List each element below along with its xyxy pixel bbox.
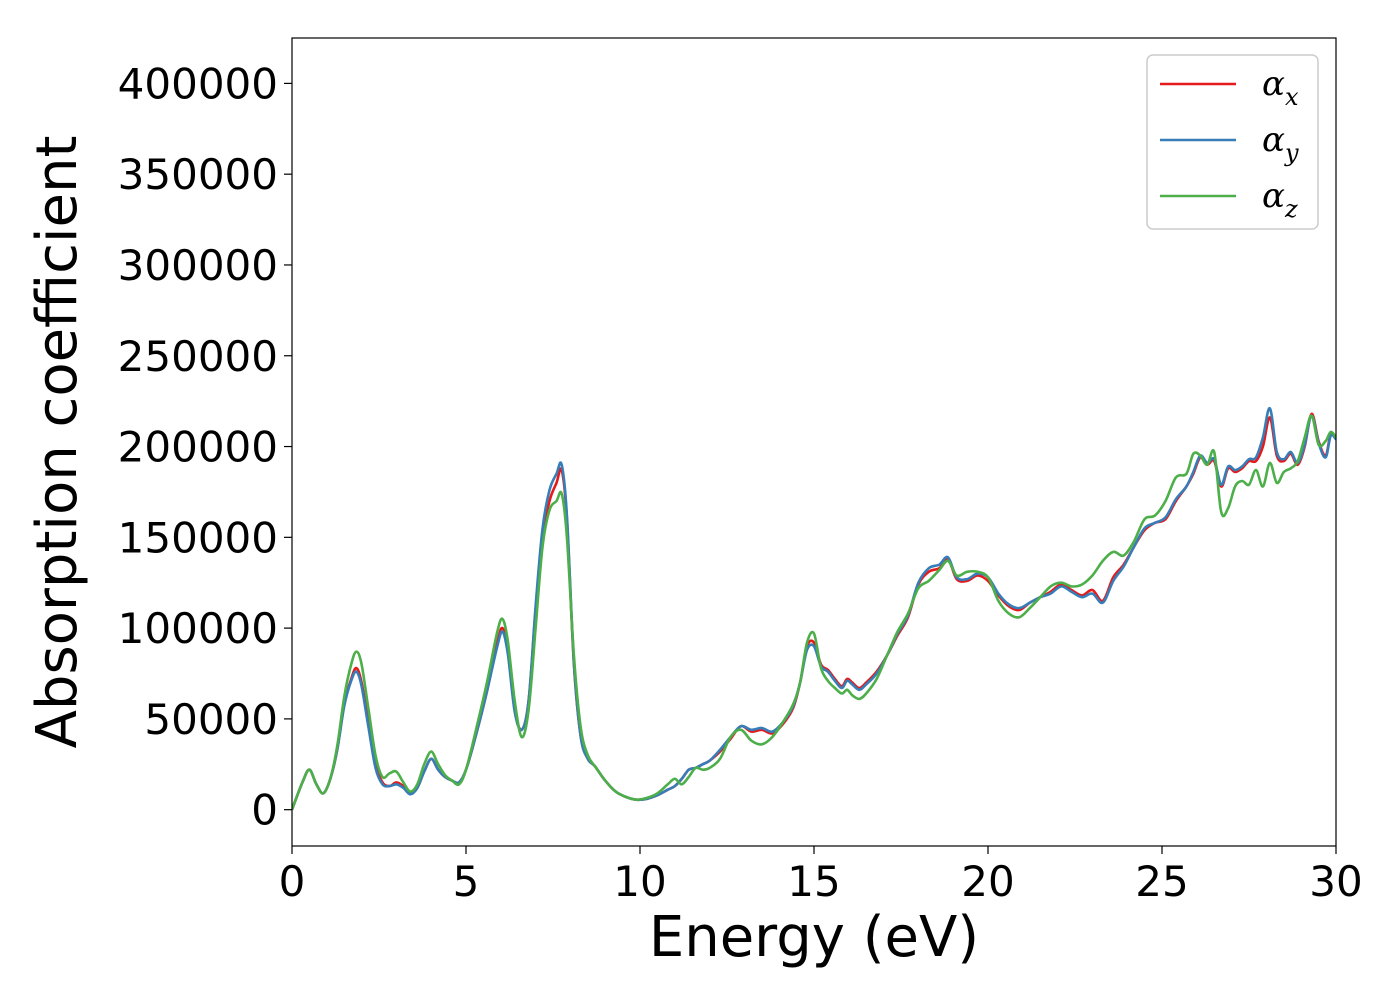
y-tick-label: 100000: [118, 604, 278, 653]
series-layer: [292, 407, 1336, 811]
x-axis-title: Energy (eV): [649, 905, 979, 970]
y-tick-label: 350000: [118, 150, 278, 199]
x-tick-label: 25: [1135, 857, 1188, 906]
x-tick-label: 15: [787, 857, 840, 906]
y-tick-label: 300000: [118, 241, 278, 290]
x-tick-label: 10: [613, 857, 666, 906]
x-axis: 0 5 10 15 20 25 30: [279, 846, 1363, 906]
x-tick-label: 20: [961, 857, 1014, 906]
series-line-alpha-x: [292, 412, 1336, 811]
y-axis-title: Absorption coefficient: [25, 136, 90, 749]
series-line-alpha-z: [292, 414, 1336, 811]
legend: αx αy αz: [1146, 54, 1319, 230]
y-tick-label: 50000: [144, 695, 278, 744]
y-tick-label: 150000: [118, 513, 278, 562]
y-tick-label: 400000: [118, 59, 278, 108]
legend-box: [1146, 54, 1319, 230]
y-axis: 0 50000 100000 150000 200000 250000 300000 3500…: [118, 59, 292, 835]
y-tick-label: 0: [251, 786, 278, 835]
x-tick-label: 0: [279, 857, 306, 906]
x-tick-label: 5: [453, 857, 480, 906]
legend-label-alpha-z: αz: [1262, 176, 1298, 223]
y-tick-label: 250000: [118, 332, 278, 381]
legend-label-alpha-y: αy: [1262, 120, 1299, 167]
y-tick-label: 200000: [118, 423, 278, 472]
x-tick-label: 30: [1309, 857, 1362, 906]
series-line-alpha-y: [292, 407, 1336, 811]
legend-label-alpha-x: αx: [1262, 64, 1299, 111]
